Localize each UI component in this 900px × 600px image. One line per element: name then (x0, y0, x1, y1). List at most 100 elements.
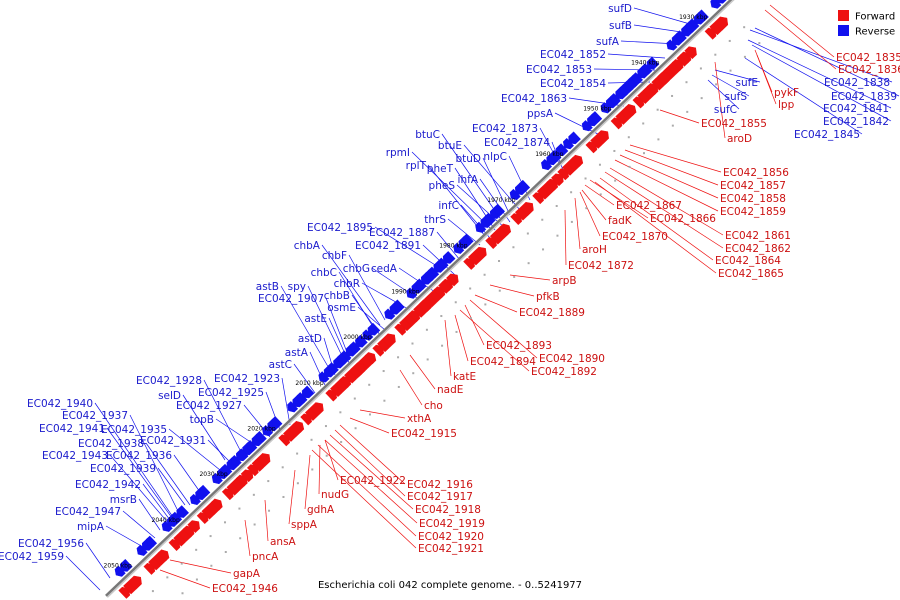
gene-label[interactable]: sppA (291, 519, 318, 531)
gene-label[interactable]: sufB (609, 20, 632, 32)
reverse-gene[interactable] (483, 212, 496, 226)
forward-gene[interactable] (438, 279, 454, 294)
gene-label[interactable]: astC (269, 359, 292, 371)
reverse-gene[interactable] (461, 233, 474, 247)
forward-gene[interactable] (684, 44, 700, 60)
reverse-gene[interactable] (316, 371, 330, 385)
reverse-gene[interactable] (589, 111, 603, 124)
gene-label[interactable]: EC042_1907 (258, 293, 324, 305)
gene-label[interactable]: EC042_1857 (720, 180, 786, 192)
gene-label[interactable]: EC042_1943 (42, 450, 108, 462)
reverse-gene[interactable] (299, 385, 315, 401)
reverse-gene[interactable] (635, 65, 650, 81)
gene-label[interactable]: EC042_1891 (355, 240, 421, 252)
reverse-gene[interactable] (392, 299, 405, 313)
forward-gene[interactable] (240, 467, 256, 483)
gene-label[interactable]: EC042_1921 (418, 543, 484, 555)
forward-gene[interactable] (187, 518, 203, 534)
gene-label[interactable]: pncA (252, 551, 279, 563)
gene-label[interactable]: infC (438, 200, 459, 212)
reverse-gene[interactable] (326, 362, 339, 376)
gene-label[interactable]: sufS (725, 91, 748, 103)
forward-gene[interactable] (157, 548, 171, 562)
reverse-gene[interactable] (382, 308, 396, 322)
gene-label[interactable]: EC042_1916 (407, 479, 473, 491)
gene-label[interactable]: rplT (406, 160, 427, 172)
gene-label[interactable]: astE (304, 313, 327, 325)
forward-gene[interactable] (551, 171, 566, 187)
reverse-gene[interactable] (566, 131, 581, 147)
gene-label[interactable]: EC042_1861 (725, 230, 791, 242)
gene-label[interactable]: gdhA (307, 504, 335, 516)
gene-label[interactable]: rpmI (386, 147, 410, 159)
gene-label[interactable]: EC042_1872 (568, 260, 634, 272)
gene-label[interactable]: EC042_1887 (369, 227, 435, 239)
gene-label[interactable]: EC042_1889 (519, 307, 585, 319)
reverse-gene[interactable] (436, 257, 449, 271)
gene-label[interactable]: astD (298, 333, 322, 345)
forward-gene[interactable] (571, 153, 585, 167)
gene-label[interactable]: selD (158, 390, 181, 402)
gene-label[interactable]: chbG (343, 263, 370, 275)
reverse-gene[interactable] (365, 322, 381, 338)
forward-gene[interactable] (417, 297, 434, 314)
gene-label[interactable]: EC042_1939 (90, 463, 156, 475)
gene-label[interactable]: astA (285, 347, 309, 359)
gene-label[interactable]: EC042_1836 (838, 64, 900, 76)
reverse-gene[interactable] (548, 149, 562, 163)
reverse-gene[interactable] (352, 334, 368, 350)
gene-label[interactable]: pfkB (536, 291, 560, 303)
reverse-gene[interactable] (169, 511, 183, 525)
gene-label[interactable]: EC042_1890 (539, 353, 605, 365)
reverse-gene[interactable] (622, 77, 638, 93)
gene-label[interactable]: EC042_1858 (720, 193, 786, 205)
reverse-gene[interactable] (683, 21, 697, 35)
gene-label[interactable]: astB (256, 281, 279, 293)
gene-label[interactable]: osmE (327, 302, 356, 314)
gene-label[interactable]: EC042_1927 (176, 400, 242, 412)
gene-label[interactable]: nlpC (483, 151, 507, 163)
reverse-gene[interactable] (244, 440, 258, 453)
reverse-gene[interactable] (294, 392, 308, 406)
gene-label[interactable]: chbR (334, 278, 360, 290)
gene-label[interactable]: gapA (233, 568, 261, 580)
gene-label[interactable]: EC042_1839 (831, 91, 897, 103)
reverse-gene[interactable] (144, 535, 158, 549)
gene-label[interactable]: EC042_1845 (794, 129, 860, 141)
gene-label[interactable]: chbA (294, 240, 321, 252)
forward-gene[interactable] (594, 128, 611, 145)
forward-gene[interactable] (292, 419, 306, 433)
reverse-gene[interactable] (440, 251, 456, 266)
reverse-gene[interactable] (233, 448, 249, 464)
gene-label[interactable]: EC042_1959 (0, 551, 64, 563)
gene-label[interactable]: EC042_1936 (106, 450, 172, 462)
gene-label[interactable]: EC042_1866 (650, 213, 716, 225)
gene-label[interactable]: xthA (407, 413, 432, 425)
gene-label[interactable]: sufA (596, 36, 620, 48)
gene-label[interactable]: EC042_1859 (720, 206, 786, 218)
gene-label[interactable]: EC042_1947 (55, 506, 121, 518)
gene-label[interactable]: nudG (321, 489, 349, 501)
gene-label[interactable]: EC042_1863 (501, 93, 567, 105)
reverse-gene[interactable] (644, 56, 660, 72)
gene-label[interactable]: chbC (311, 267, 337, 279)
forward-gene[interactable] (256, 451, 273, 468)
gene-label[interactable]: EC042_1941 (39, 423, 105, 435)
gene-label[interactable]: aroD (727, 133, 752, 145)
gene-label[interactable]: btuC (415, 129, 440, 141)
gene-label[interactable]: EC042_1919 (419, 518, 485, 530)
gene-label[interactable]: EC042_1931 (140, 435, 206, 447)
gene-label[interactable]: EC042_1865 (718, 268, 784, 280)
gene-label[interactable]: nadE (437, 384, 463, 396)
reverse-gene[interactable] (360, 329, 374, 343)
forward-gene[interactable] (624, 102, 638, 116)
gene-label[interactable]: sufE (736, 77, 758, 89)
forward-gene[interactable] (353, 361, 367, 375)
gene-label[interactable]: cho (424, 400, 443, 412)
gene-label[interactable]: sufD (608, 3, 632, 15)
gene-label[interactable]: spy (288, 281, 306, 293)
gene-label[interactable]: EC042_1873 (472, 123, 538, 135)
gene-label[interactable]: ansA (270, 536, 297, 548)
reverse-gene[interactable] (617, 84, 631, 98)
gene-label[interactable]: EC042_1915 (391, 428, 457, 440)
